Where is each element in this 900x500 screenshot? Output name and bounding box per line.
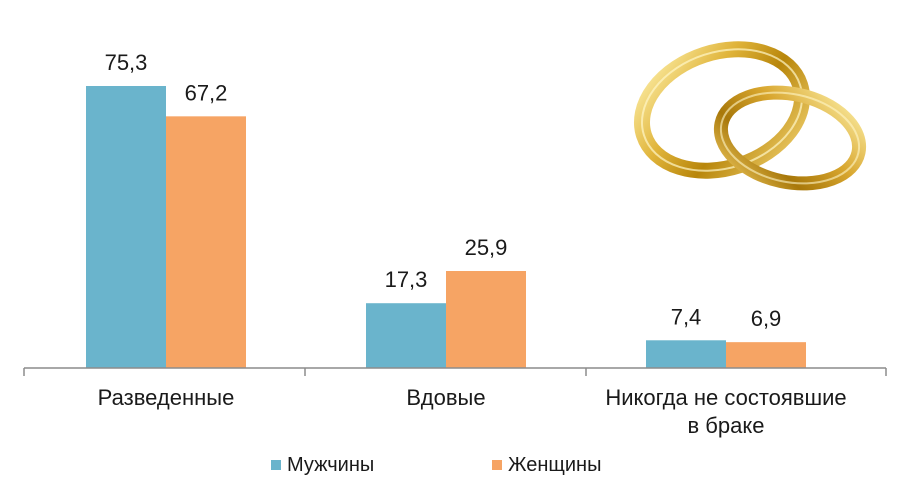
bar-men-1 [366, 303, 446, 368]
bar-men-2 [646, 340, 726, 368]
legend-label-men: Мужчины [287, 454, 374, 476]
value-label-women-2: 6,9 [751, 306, 782, 331]
bar-men-0 [86, 86, 166, 368]
category-label-0: Разведенные [98, 385, 235, 410]
category-label-1: Вдовые [406, 385, 485, 410]
bar-women-2 [726, 342, 806, 368]
legend-swatch-women [492, 460, 502, 470]
legend-label-women: Женщины [508, 454, 601, 476]
value-label-women-0: 67,2 [185, 80, 228, 105]
value-label-men-2: 7,4 [671, 304, 702, 329]
category-label-2-line-0: Никогда не состоявшие [605, 385, 846, 410]
category-label-2-line-1: в браке [688, 413, 765, 438]
bar-women-0 [166, 116, 246, 369]
value-labels-layer: 75,3 17,3 7,4 67,2 25,9 6,9 [105, 50, 782, 331]
bars-layer [86, 86, 806, 369]
legend: Мужчины Женщины [271, 454, 601, 476]
value-label-men-0: 75,3 [105, 50, 148, 75]
legend-swatch-men [271, 460, 281, 470]
bar-women-1 [446, 271, 526, 368]
category-labels-layer: Разведенные Вдовые Никогда не состоявшие в … [98, 385, 847, 438]
x-axis-ticks [23, 368, 887, 376]
value-label-men-1: 17,3 [385, 267, 428, 292]
wedding-rings-icon [633, 41, 867, 191]
value-label-women-1: 25,9 [465, 235, 508, 260]
